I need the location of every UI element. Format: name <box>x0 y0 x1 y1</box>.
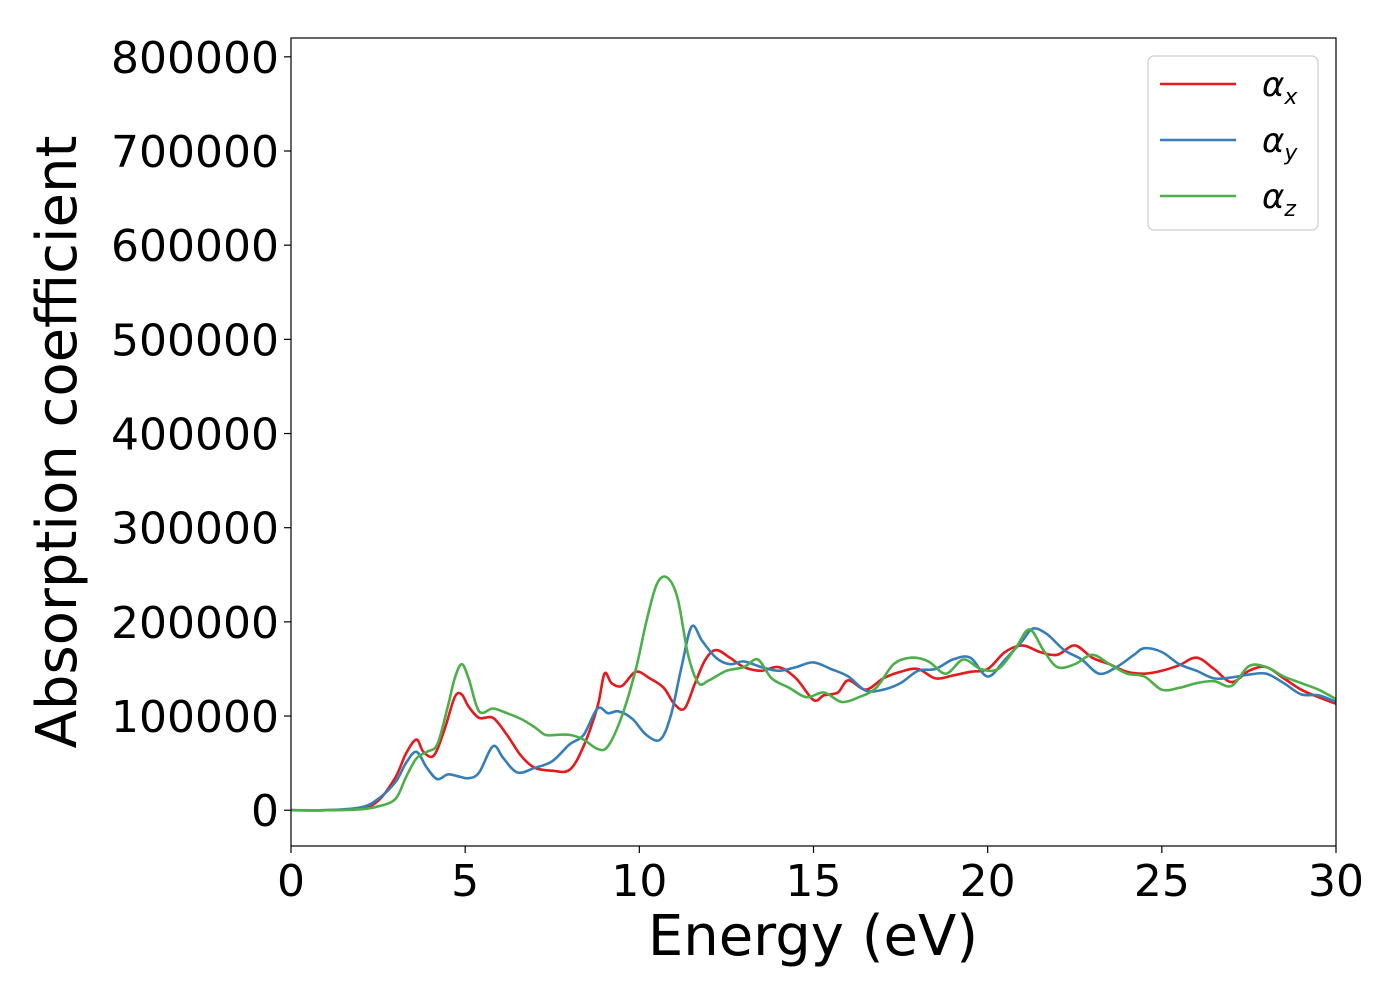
x-axis: 0 5 10 15 20 25 30 <box>277 846 1364 907</box>
legend-label: αz <box>1262 177 1296 222</box>
series-line-y <box>291 624 1336 812</box>
y-tick-label: 700000 <box>111 127 279 178</box>
y-tick-label: 200000 <box>111 598 279 649</box>
legend: αx αy αz <box>1147 55 1319 231</box>
y-axis-title: Absorption coefficient <box>25 136 90 749</box>
legend-label: αy <box>1262 121 1298 166</box>
x-tick-label: 10 <box>611 856 667 907</box>
x-tick-label: 30 <box>1308 856 1364 907</box>
y-tick-label: 800000 <box>111 33 279 84</box>
y-tick-label: 600000 <box>111 221 279 272</box>
series-layer <box>291 575 1336 812</box>
x-tick-label: 20 <box>960 856 1016 907</box>
x-tick-label: 0 <box>277 856 305 907</box>
x-tick-label: 5 <box>451 856 479 907</box>
y-tick-label: 500000 <box>111 315 279 366</box>
legend-box <box>1147 55 1319 231</box>
x-axis-title: Energy (eV) <box>648 904 978 969</box>
y-axis: 0 100000 200000 300000 400000 500000 600000 700… <box>111 33 291 837</box>
y-tick-label: 100000 <box>111 692 279 743</box>
legend-label: αx <box>1262 65 1298 110</box>
series-line-x <box>291 644 1336 812</box>
y-tick-label: 300000 <box>111 504 279 555</box>
y-tick-label: 0 <box>251 786 279 837</box>
x-tick-label: 15 <box>786 856 842 907</box>
series-line-z <box>291 575 1336 812</box>
y-tick-label: 400000 <box>111 410 279 461</box>
x-tick-label: 25 <box>1134 856 1190 907</box>
